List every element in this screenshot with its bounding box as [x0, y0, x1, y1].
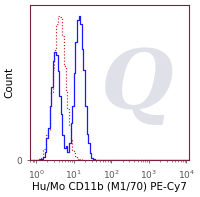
X-axis label: Hu/Mo CD11b (M1/70) PE-Cy7: Hu/Mo CD11b (M1/70) PE-Cy7	[32, 182, 187, 192]
Y-axis label: Count: Count	[5, 67, 15, 98]
Text: Q: Q	[101, 46, 173, 125]
